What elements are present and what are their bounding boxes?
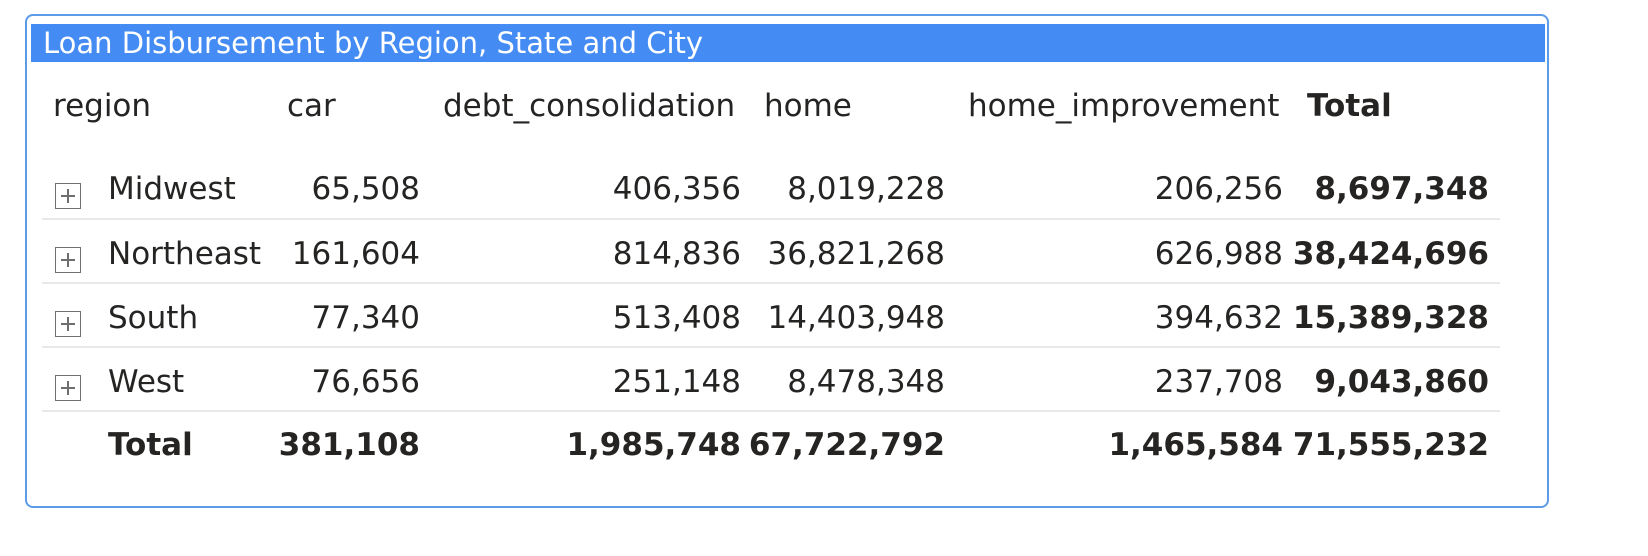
column-header-home-improvement[interactable]: home_improvement: [968, 88, 1280, 124]
row-header-region[interactable]: Northeast: [108, 236, 262, 272]
column-header-car[interactable]: car: [287, 88, 336, 124]
totals-label: Total: [108, 427, 193, 463]
cell-car: 77,340: [311, 300, 420, 336]
row-divider: [42, 218, 1500, 220]
cell-home-improvement: 394,632: [1154, 300, 1283, 336]
expand-row-icon[interactable]: [55, 375, 81, 401]
column-header-total[interactable]: Total: [1307, 88, 1392, 124]
row-divider: [42, 410, 1500, 412]
visual-title: Loan Disbursement by Region, State and C…: [31, 24, 1545, 62]
cell-home: 36,821,268: [767, 236, 946, 272]
cell-row-total: 38,424,696: [1292, 236, 1489, 272]
cell-home: 8,019,228: [787, 171, 945, 207]
cell-debt-consolidation: 251,148: [612, 364, 741, 400]
column-header-debt-consolidation[interactable]: debt_consolidation: [443, 88, 736, 124]
table-visual-card: [25, 14, 1549, 508]
cell-row-total: 8,697,348: [1314, 171, 1489, 207]
row-divider: [42, 346, 1500, 348]
column-header-region[interactable]: region: [53, 88, 152, 124]
expand-row-icon[interactable]: [55, 311, 81, 337]
row-divider: [42, 282, 1500, 284]
grand-total: 71,555,232: [1292, 427, 1489, 463]
row-header-region[interactable]: West: [108, 364, 185, 400]
column-header-home[interactable]: home: [764, 88, 852, 124]
total-home: 67,722,792: [748, 427, 945, 463]
cell-car: 76,656: [311, 364, 420, 400]
cell-row-total: 9,043,860: [1314, 364, 1489, 400]
cell-home-improvement: 206,256: [1154, 171, 1283, 207]
cell-debt-consolidation: 406,356: [612, 171, 741, 207]
expand-row-icon[interactable]: [55, 183, 81, 209]
row-header-region[interactable]: Midwest: [108, 171, 236, 207]
cell-car: 161,604: [291, 236, 420, 272]
cell-debt-consolidation: 513,408: [612, 300, 741, 336]
cell-debt-consolidation: 814,836: [612, 236, 741, 272]
expand-row-icon[interactable]: [55, 247, 81, 273]
cell-car: 65,508: [311, 171, 420, 207]
row-header-region[interactable]: South: [108, 300, 199, 336]
cell-home: 8,478,348: [787, 364, 945, 400]
total-home-improvement: 1,465,584: [1108, 427, 1283, 463]
total-car: 381,108: [278, 427, 420, 463]
cell-home-improvement: 237,708: [1154, 364, 1283, 400]
total-debt-consolidation: 1,985,748: [566, 427, 741, 463]
cell-home: 14,403,948: [767, 300, 946, 336]
cell-row-total: 15,389,328: [1292, 300, 1489, 336]
cell-home-improvement: 626,988: [1154, 236, 1283, 272]
